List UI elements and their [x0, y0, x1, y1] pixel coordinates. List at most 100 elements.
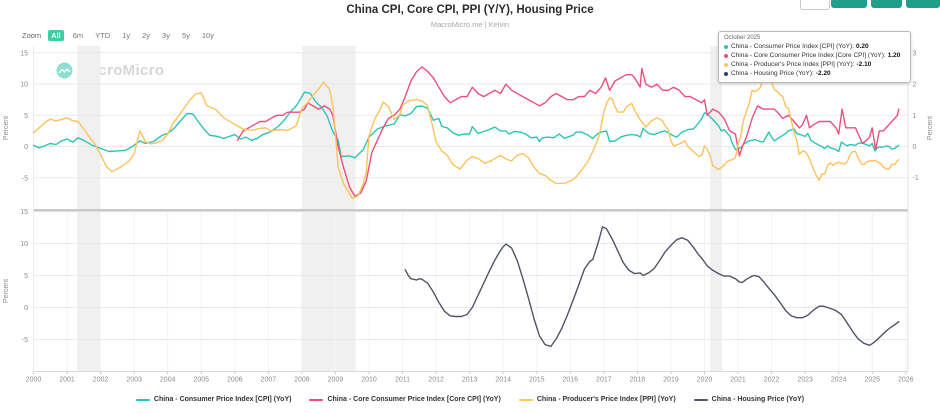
zoom-toolbar: Zoom All 6m YTD 1y 2y 3y 5y 10y [22, 30, 217, 41]
zoom-range-10y[interactable]: 10y [201, 31, 214, 40]
recession-band [301, 46, 356, 209]
y-axis-tick-label: -5 [22, 337, 28, 344]
series-line [236, 66, 900, 198]
header-action-button[interactable] [906, 0, 940, 8]
zoom-range-5y[interactable]: 5y [181, 31, 190, 40]
y-axis-tick-label: 2 [913, 82, 917, 89]
legend-label: China - Consumer Price Index [CPI] (YoY) [153, 396, 292, 403]
macromicro-logo-icon [56, 62, 73, 79]
x-axis-tick-label: 2016 [563, 377, 579, 384]
tooltip-series-value: 1.20 [887, 52, 901, 59]
x-axis-tick-label: 2005 [193, 377, 209, 384]
legend-dash-icon [518, 398, 533, 401]
tooltip-series-label: China - Housing Price (YoY): [731, 70, 814, 77]
x-axis-tick-label: 2000 [26, 377, 42, 384]
x-axis-tick-label: 2012 [428, 377, 444, 384]
x-axis-tick-label: 2007 [261, 377, 277, 384]
series-line [32, 91, 900, 159]
legend-dash-icon [309, 398, 324, 401]
tooltip-date: October 2025 [724, 35, 761, 41]
zoom-range-buttons: All 6m YTD 1y 2y 3y 5y 10y [48, 30, 217, 41]
legend-item[interactable]: China - Housing Price (YoY) [693, 396, 805, 403]
recession-band [77, 211, 101, 372]
x-axis-tick-label: 2009 [328, 377, 344, 384]
x-axis-tick-label: 2003 [126, 377, 142, 384]
y-axis-tick-label: 0 [24, 144, 28, 151]
tooltip-series-label: China - Core Consumer Price Index [Core … [731, 52, 886, 59]
x-axis-tick-label: 2015 [529, 377, 545, 384]
x-axis-tick-label: 2025 [864, 377, 880, 384]
x-axis-tick-label: 2020 [697, 377, 713, 384]
legend-item[interactable]: China - Producer's Price Index [PPI] (Yo… [518, 396, 676, 403]
header-action-button[interactable] [800, 0, 830, 10]
tooltip-series-value: -2.10 [856, 61, 872, 68]
zoom-range-6m[interactable]: 6m [72, 31, 84, 40]
legend-dash-icon [693, 398, 708, 401]
y-axis-tick-label: 15 [20, 50, 28, 57]
series-line [404, 226, 900, 348]
y-axis-title: Percent [3, 116, 10, 140]
y-axis-tick-label: -1 [913, 175, 919, 182]
header-action-button[interactable] [831, 0, 867, 8]
y-axis-title: Percent [927, 116, 934, 140]
x-axis-tick-label: 2024 [831, 377, 847, 384]
tooltip-rows: China - Consumer Price Index [CPI] (YoY)… [724, 42, 905, 78]
zoom-range-ytd[interactable]: YTD [95, 31, 111, 40]
series-marker-icon [724, 62, 728, 67]
recession-band [710, 211, 722, 372]
x-axis-tick-label: 2011 [395, 377, 410, 384]
legend-dash-icon [135, 398, 150, 401]
x-axis-tick-label: 2026 [898, 377, 914, 384]
y-axis-tick-label: 5 [24, 113, 28, 120]
x-axis-tick-label: 2008 [294, 377, 310, 384]
x-axis-tick-label: 2013 [462, 377, 478, 384]
x-axis-tick-label: 2017 [596, 377, 612, 384]
page-subtitle: MacroMicro.me | Kelvin [430, 20, 510, 29]
y-axis-title: Percent [3, 279, 10, 303]
x-axis-tick-label: 2004 [160, 377, 176, 384]
zoom-range-2y[interactable]: 2y [142, 31, 151, 40]
x-axis-tick-label: 2001 [59, 377, 75, 384]
zoom-range-all[interactable]: All [48, 30, 64, 41]
tooltip-row: China - Core Consumer Price Index [Core … [724, 51, 905, 60]
zoom-range-1y[interactable]: 1y [122, 31, 131, 40]
chart-legend: China - Consumer Price Index [CPI] (YoY)… [0, 396, 940, 403]
legend-item[interactable]: China - Core Consumer Price Index [Core … [309, 396, 501, 403]
page-title: China CPI, Core CPI, PPI (Y/Y), Housing … [346, 4, 594, 16]
tooltip-series-label: China - Consumer Price Index [CPI] (YoY)… [731, 43, 854, 50]
legend-label: China - Housing Price (YoY) [711, 396, 805, 403]
x-axis-tick-label: 2023 [797, 377, 813, 384]
recession-band [710, 46, 722, 209]
x-axis-tick-label: 2022 [764, 377, 780, 384]
y-axis-tick-label: 3 [913, 50, 917, 57]
y-axis-tick-label: -5 [22, 175, 28, 182]
series-marker-icon [724, 53, 728, 58]
x-axis-tick-label: 2018 [630, 377, 646, 384]
header-action-button[interactable] [871, 0, 902, 8]
tooltip-series-value: -2.20 [815, 70, 831, 77]
legend-item[interactable]: China - Consumer Price Index [CPI] (YoY) [135, 396, 292, 403]
legend-label: China - Producer's Price Index [PPI] (Yo… [536, 396, 676, 403]
series-marker-icon [724, 44, 728, 49]
series-marker-icon [724, 71, 728, 76]
x-axis-tick-label: 2006 [227, 377, 243, 384]
tooltip-series-label: China - Producer's Price Index [PPI] (Yo… [731, 61, 855, 68]
zoom-range-3y[interactable]: 3y [162, 31, 170, 40]
y-axis-tick-label: 10 [20, 82, 28, 89]
tooltip-row: China - Consumer Price Index [CPI] (YoY)… [724, 42, 905, 51]
x-axis-tick-label: 2019 [663, 377, 679, 384]
y-axis-tick-label: 5 [24, 273, 28, 280]
recession-band [77, 46, 101, 209]
series-line [32, 61, 900, 200]
y-axis-tick-label: 0 [913, 144, 917, 151]
chart-tooltip: October 2025 China - Consumer Price Inde… [718, 31, 911, 83]
y-axis-tick-label: 15 [20, 209, 28, 216]
zoom-label: Zoom [22, 31, 42, 40]
tooltip-row: China - Housing Price (YoY): -2.20 [724, 69, 905, 78]
tooltip-row: China - Producer's Price Index [PPI] (Yo… [724, 60, 905, 69]
y-axis-tick-label: 10 [20, 241, 28, 248]
y-axis-tick-label: 1 [913, 113, 917, 120]
legend-label: China - Core Consumer Price Index [Core … [327, 396, 501, 403]
